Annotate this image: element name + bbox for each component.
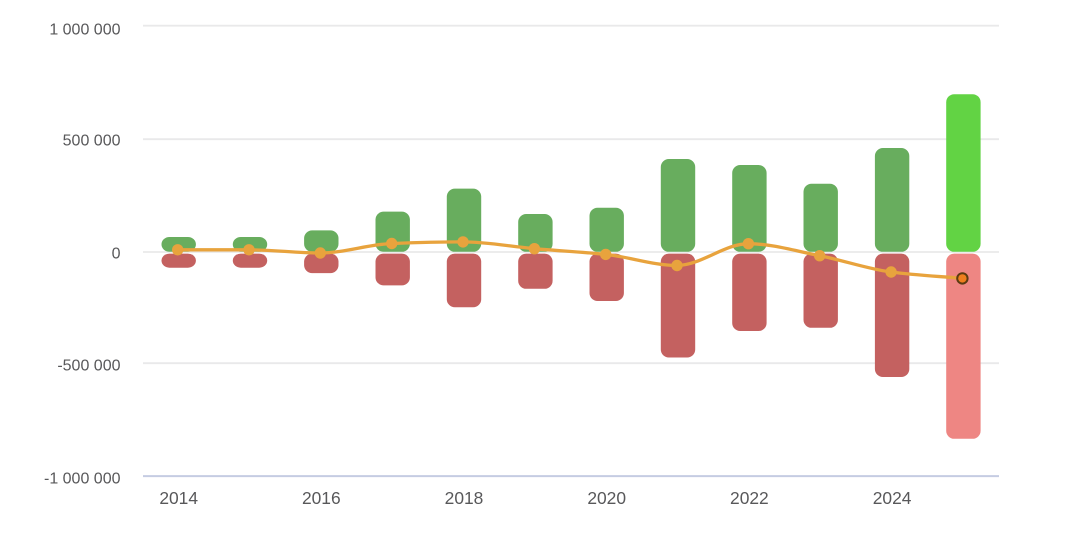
- svg-text:2018: 2018: [445, 488, 484, 508]
- svg-text:0: 0: [112, 246, 121, 263]
- svg-text:2022: 2022: [730, 488, 769, 508]
- svg-text:1 000 000: 1 000 000: [49, 21, 120, 38]
- svg-text:-500 000: -500 000: [57, 357, 120, 374]
- svg-text:2014: 2014: [159, 488, 198, 508]
- svg-text:2020: 2020: [587, 488, 626, 508]
- svg-text:-1 000 000: -1 000 000: [44, 471, 121, 488]
- svg-text:500 000: 500 000: [63, 133, 121, 150]
- svg-text:2016: 2016: [302, 488, 341, 508]
- svg-text:2024: 2024: [873, 488, 912, 508]
